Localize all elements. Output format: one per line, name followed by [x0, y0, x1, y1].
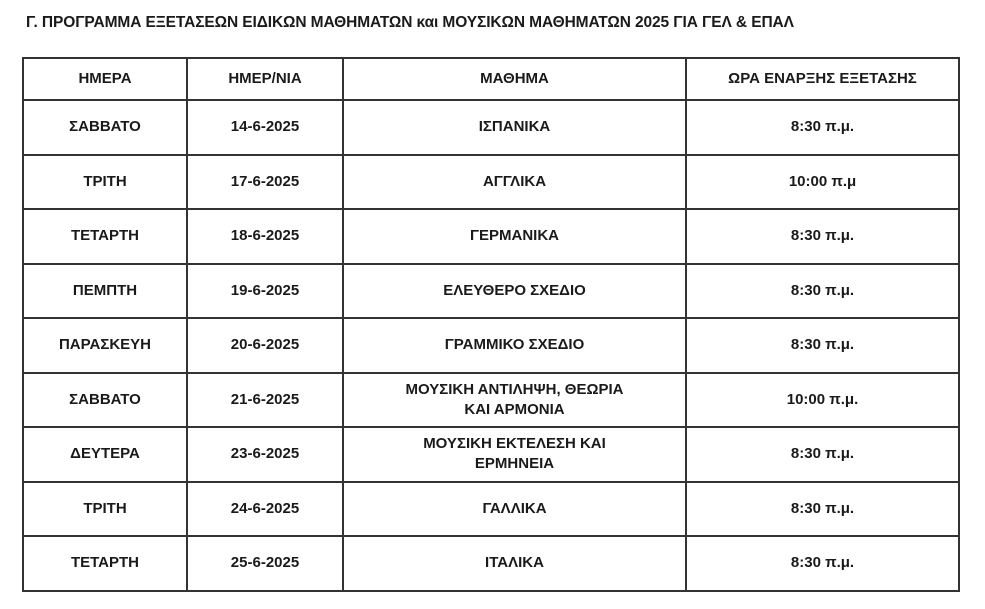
table-row: ΔΕΥΤΕΡΑ 23-6-2025 ΜΟΥΣΙΚΗ ΕΚΤΕΛΕΣΗ ΚΑΙ ΕΡΜ… [22, 426, 960, 483]
table-row: ΤΡΙΤΗ 24-6-2025 ΓΑΛΛΙΚΑ 8:30 π.μ. [22, 480, 960, 537]
cell-date: 21-6-2025 [186, 371, 344, 428]
cell-day: ΣΑΒΒΑΤΟ [22, 99, 188, 156]
cell-date: 23-6-2025 [186, 426, 344, 483]
cell-start-time: 8:30 π.μ. [685, 535, 960, 592]
cell-day: ΤΕΤΑΡΤΗ [22, 535, 188, 592]
cell-date: 14-6-2025 [186, 99, 344, 156]
cell-start-time: 8:30 π.μ. [685, 317, 960, 374]
cell-date: 19-6-2025 [186, 262, 344, 319]
cell-start-time: 10:00 π.μ. [685, 371, 960, 428]
cell-day: ΤΡΙΤΗ [22, 480, 188, 537]
table-row: ΣΑΒΒΑΤΟ 14-6-2025 ΙΣΠΑΝΙΚΑ 8:30 π.μ. [22, 99, 960, 156]
cell-subject: ΜΟΥΣΙΚΗ ΕΚΤΕΛΕΣΗ ΚΑΙ ΕΡΜΗΝΕΙΑ [342, 426, 687, 483]
document-title: Γ. ΠΡΟΓΡΑΜΜΑ ΕΞΕΤΑΣΕΩΝ ΕΙΔΙΚΩΝ ΜΑΘΗΜΑΤΩΝ… [26, 14, 794, 31]
cell-subject: ΓΑΛΛΙΚΑ [342, 480, 687, 537]
cell-date: 17-6-2025 [186, 153, 344, 210]
header-day: ΗΜΕΡΑ [22, 57, 188, 101]
cell-subject: ΙΤΑΛΙΚΑ [342, 535, 687, 592]
cell-start-time: 8:30 π.μ. [685, 208, 960, 265]
header-start-time: ΩΡΑ ΕΝΑΡΞΗΣ ΕΞΕΤΑΣΗΣ [685, 57, 960, 101]
cell-date: 25-6-2025 [186, 535, 344, 592]
cell-start-time: 8:30 π.μ. [685, 480, 960, 537]
cell-day: ΣΑΒΒΑΤΟ [22, 371, 188, 428]
table-row: ΠΕΜΠΤΗ 19-6-2025 ΕΛΕΥΘΕΡΟ ΣΧΕΔΙΟ 8:30 π.μ. [22, 262, 960, 319]
header-date: ΗΜΕΡ/ΝΙΑ [186, 57, 344, 101]
cell-start-time: 8:30 π.μ. [685, 426, 960, 483]
cell-day: ΤΕΤΑΡΤΗ [22, 208, 188, 265]
cell-day: ΤΡΙΤΗ [22, 153, 188, 210]
header-subject: ΜΑΘΗΜΑ [342, 57, 687, 101]
cell-day: ΔΕΥΤΕΡΑ [22, 426, 188, 483]
cell-start-time: 10:00 π.μ [685, 153, 960, 210]
cell-date: 24-6-2025 [186, 480, 344, 537]
exam-schedule-table: ΗΜΕΡΑ ΗΜΕΡ/ΝΙΑ ΜΑΘΗΜΑ ΩΡΑ ΕΝΑΡΞΗΣ ΕΞΕΤΑΣ… [22, 57, 960, 592]
table-row: ΤΡΙΤΗ 17-6-2025 ΑΓΓΛΙΚΑ 10:00 π.μ [22, 153, 960, 210]
cell-subject: ΜΟΥΣΙΚΗ ΑΝΤΙΛΗΨΗ, ΘΕΩΡΙΑ ΚΑΙ ΑΡΜΟΝΙΑ [342, 371, 687, 428]
cell-date: 20-6-2025 [186, 317, 344, 374]
cell-subject: ΑΓΓΛΙΚΑ [342, 153, 687, 210]
cell-subject: ΕΛΕΥΘΕΡΟ ΣΧΕΔΙΟ [342, 262, 687, 319]
cell-subject: ΓΡΑΜΜΙΚΟ ΣΧΕΔΙΟ [342, 317, 687, 374]
cell-day: ΠΑΡΑΣΚΕΥΗ [22, 317, 188, 374]
table-row: ΤΕΤΑΡΤΗ 25-6-2025 ΙΤΑΛΙΚΑ 8:30 π.μ. [22, 535, 960, 592]
table-row: ΣΑΒΒΑΤΟ 21-6-2025 ΜΟΥΣΙΚΗ ΑΝΤΙΛΗΨΗ, ΘΕΩΡΙΑ… [22, 371, 960, 428]
cell-start-time: 8:30 π.μ. [685, 99, 960, 156]
cell-subject: ΓΕΡΜΑΝΙΚΑ [342, 208, 687, 265]
cell-start-time: 8:30 π.μ. [685, 262, 960, 319]
table-row: ΠΑΡΑΣΚΕΥΗ 20-6-2025 ΓΡΑΜΜΙΚΟ ΣΧΕΔΙΟ 8:30 π.… [22, 317, 960, 374]
cell-date: 18-6-2025 [186, 208, 344, 265]
cell-subject: ΙΣΠΑΝΙΚΑ [342, 99, 687, 156]
table-row: ΤΕΤΑΡΤΗ 18-6-2025 ΓΕΡΜΑΝΙΚΑ 8:30 π.μ. [22, 208, 960, 265]
cell-day: ΠΕΜΠΤΗ [22, 262, 188, 319]
table-header-row: ΗΜΕΡΑ ΗΜΕΡ/ΝΙΑ ΜΑΘΗΜΑ ΩΡΑ ΕΝΑΡΞΗΣ ΕΞΕΤΑΣ… [22, 57, 960, 101]
